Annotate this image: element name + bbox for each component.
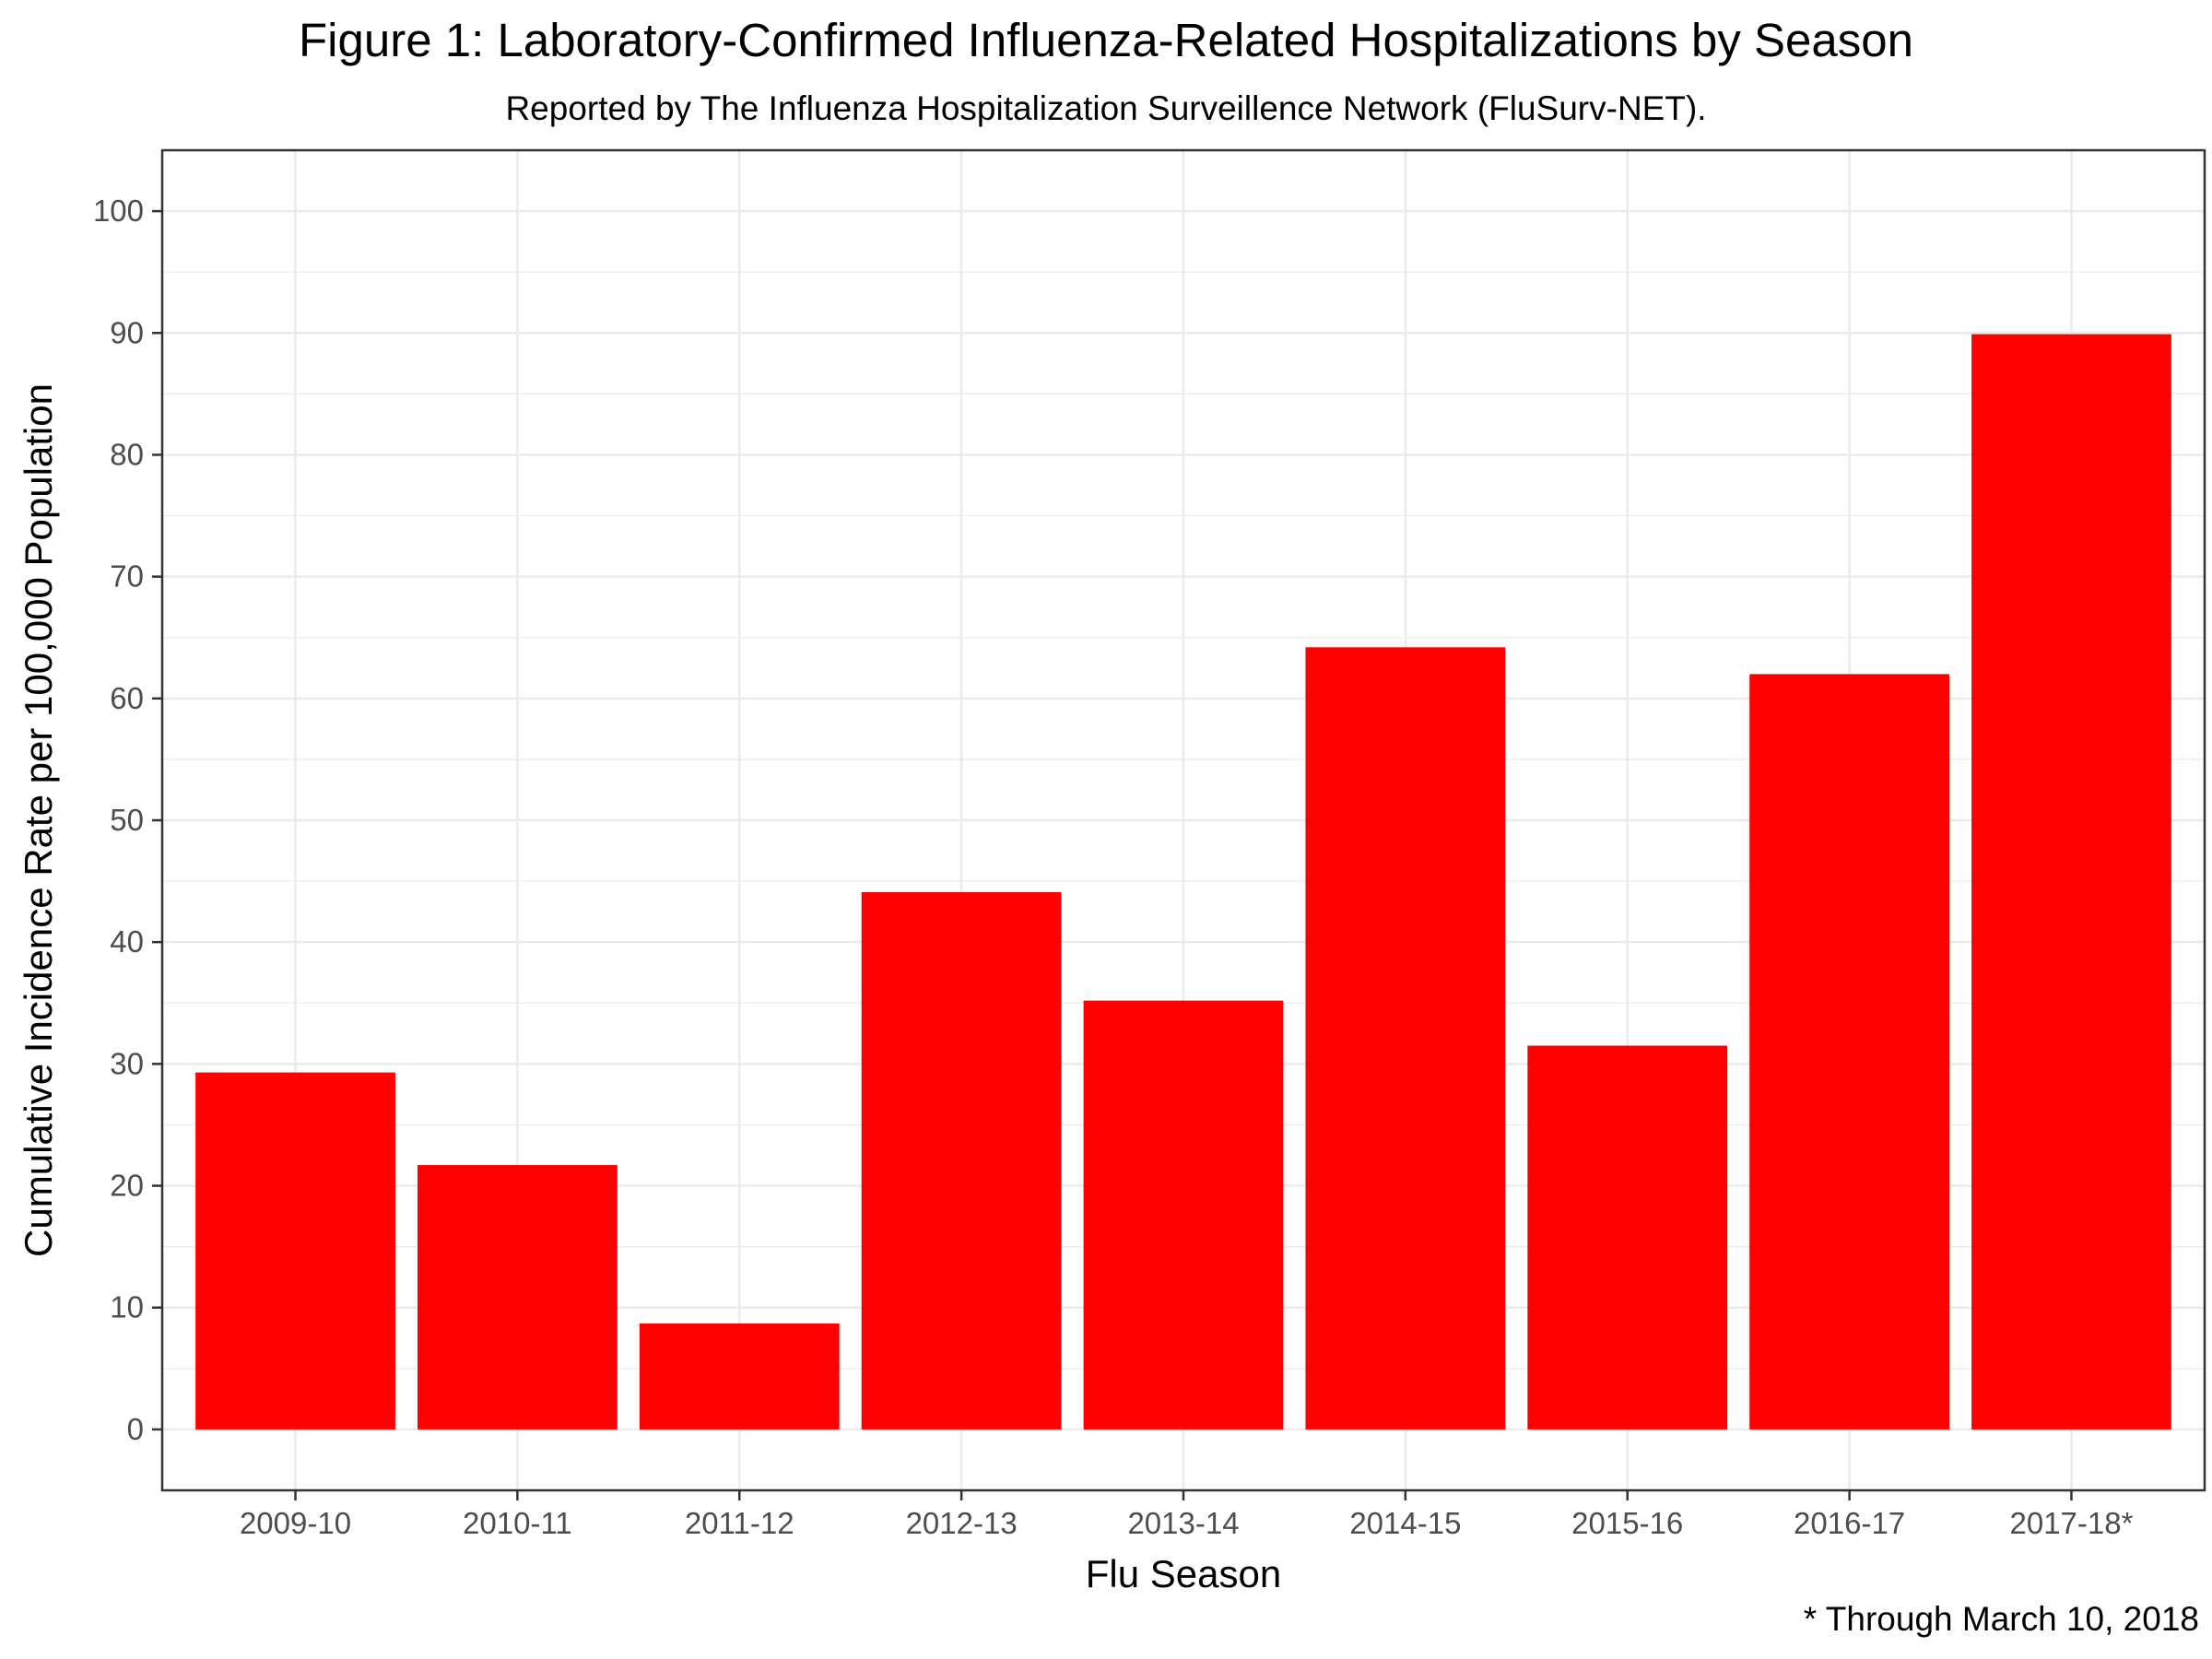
- y-tick-label: 90: [110, 315, 144, 349]
- y-tick-label: 60: [110, 681, 144, 715]
- bar-2016-17: [1749, 674, 1949, 1430]
- bar-2012-13: [861, 891, 1062, 1430]
- y-tick-label: 100: [93, 194, 144, 228]
- y-tick-label: 20: [110, 1169, 144, 1203]
- y-axis-title: Cumulative Incidence Rate per 100,000 Po…: [17, 383, 60, 1257]
- x-axis-ticks: 2009-10 2010-11 2011-12 2012-13 2013-14 2014-…: [240, 1490, 2134, 1540]
- x-tick-label: 2013-14: [1127, 1506, 1239, 1540]
- y-axis-ticks: 0 10 20 30 40 50 60 70 80 90 100: [93, 194, 162, 1446]
- y-tick-label: 0: [127, 1412, 144, 1446]
- bar-2014-15: [1305, 647, 1506, 1430]
- chart-subtitle: Reported by The Influenza Hospitalizatio…: [505, 89, 1707, 127]
- y-tick-label: 70: [110, 559, 144, 594]
- x-axis-title: Flu Season: [1086, 1552, 1281, 1595]
- chart-caption: * Through March 10, 2018: [1803, 1600, 2199, 1638]
- bar-2015-16: [1527, 1045, 1728, 1430]
- chart-title: Figure 1: Laboratory-Confirmed Influenza…: [299, 14, 1913, 66]
- bar-2011-12: [639, 1323, 840, 1430]
- x-tick-label: 2016-17: [1794, 1506, 1905, 1540]
- x-tick-label: 2011-12: [685, 1506, 794, 1540]
- x-tick-label: 2012-13: [906, 1506, 1018, 1540]
- y-tick-label: 30: [110, 1046, 144, 1080]
- bar-2017-18*: [1971, 334, 2171, 1430]
- x-tick-label: 2017-18*: [2010, 1506, 2134, 1540]
- x-tick-label: 2015-16: [1571, 1506, 1683, 1540]
- y-tick-label: 40: [110, 924, 144, 959]
- bar-2010-11: [418, 1165, 618, 1430]
- bar-2013-14: [1083, 1000, 1284, 1430]
- bars: [195, 334, 2171, 1430]
- x-tick-label: 2014-15: [1349, 1506, 1461, 1540]
- y-tick-label: 50: [110, 803, 144, 837]
- x-tick-label: 2009-10: [240, 1506, 351, 1540]
- y-tick-label: 80: [110, 437, 144, 471]
- x-tick-label: 2010-11: [463, 1506, 572, 1540]
- y-tick-label: 10: [110, 1290, 144, 1324]
- bar-2009-10: [195, 1072, 395, 1430]
